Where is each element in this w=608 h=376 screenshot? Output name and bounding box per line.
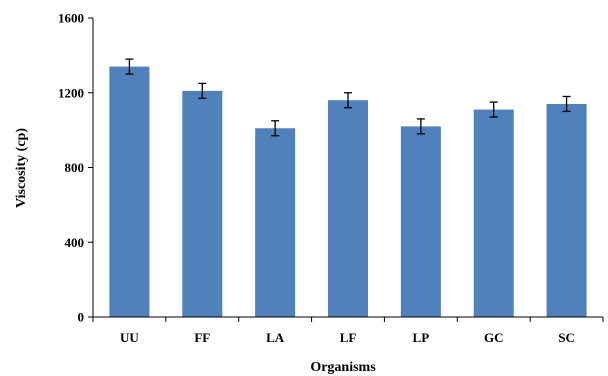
x-tick-label: LP (413, 330, 430, 345)
bars (109, 66, 587, 318)
y-tick-label: 1200 (58, 85, 84, 100)
y-tick-label: 400 (65, 235, 85, 250)
error-bar-lf (344, 92, 352, 109)
x-axis-title: Organisms (310, 360, 376, 375)
x-tick-label: FF (194, 330, 210, 345)
bar-lf (328, 100, 368, 317)
bar-ff (182, 90, 223, 317)
y-tick-label: 1600 (58, 11, 84, 26)
x-tick-label: LF (340, 330, 357, 345)
y-axis-ticks: 0 400 800 1200 1600 (58, 11, 93, 325)
error-bars (125, 58, 571, 137)
y-axis-title: Viscosity (cp) (14, 128, 29, 208)
x-tick-label: LA (266, 330, 285, 345)
error-bar-lp (416, 118, 425, 135)
x-tick-label: GC (484, 330, 504, 345)
error-bar-ff (198, 82, 207, 100)
error-bar-la (271, 120, 280, 137)
bar-gc (473, 109, 514, 317)
x-tick-label: SC (558, 330, 575, 345)
error-bar-uu (125, 58, 134, 75)
bar-lp (400, 126, 441, 317)
x-tick-label: UU (120, 330, 139, 345)
error-bar-sc (562, 95, 571, 113)
y-tick-label: 800 (65, 160, 85, 175)
y-tick-label: 0 (78, 310, 85, 325)
error-bar-gc (489, 101, 498, 118)
bar-la (255, 128, 296, 317)
bar-uu (109, 66, 150, 318)
bar-sc (546, 103, 587, 318)
x-axis-ticks: UU FF LA LF LP GC SC (92, 317, 604, 345)
